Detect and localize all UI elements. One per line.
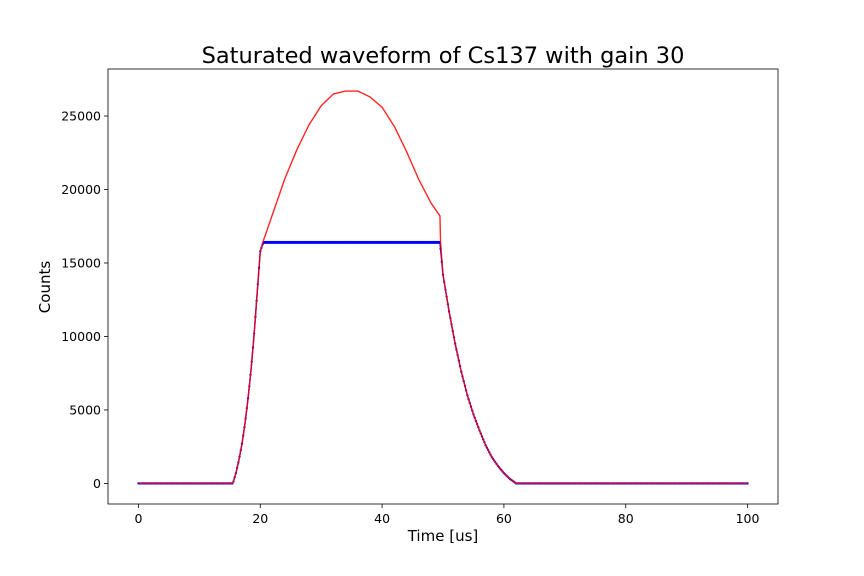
y-tick-label: 10000 xyxy=(61,329,101,344)
y-tick-label: 25000 xyxy=(61,109,101,124)
x-axis-label: Time [us] xyxy=(407,527,479,545)
y-axis-ticks: 0 5000 10000 15000 20000 25000 xyxy=(61,109,108,491)
x-tick-label: 0 xyxy=(134,511,142,526)
y-tick-label: 15000 xyxy=(61,255,101,270)
x-tick-label: 60 xyxy=(496,511,512,526)
plot-area xyxy=(107,68,779,505)
series-layer xyxy=(137,90,749,485)
x-tick-label: 80 xyxy=(618,511,634,526)
x-tick-label: 20 xyxy=(252,511,268,526)
x-tick-label: 40 xyxy=(374,511,390,526)
y-tick-label: 20000 xyxy=(61,182,101,197)
series-red-line xyxy=(138,90,748,485)
y-tick-label: 0 xyxy=(93,476,101,491)
y-axis-label: Counts xyxy=(36,261,54,314)
y-tick-label: 5000 xyxy=(69,402,101,417)
x-axis-ticks: 0 20 40 60 80 100 xyxy=(134,504,760,526)
chart-title: Saturated waveform of Cs137 with gain 30 xyxy=(202,43,685,69)
x-tick-label: 100 xyxy=(736,511,760,526)
